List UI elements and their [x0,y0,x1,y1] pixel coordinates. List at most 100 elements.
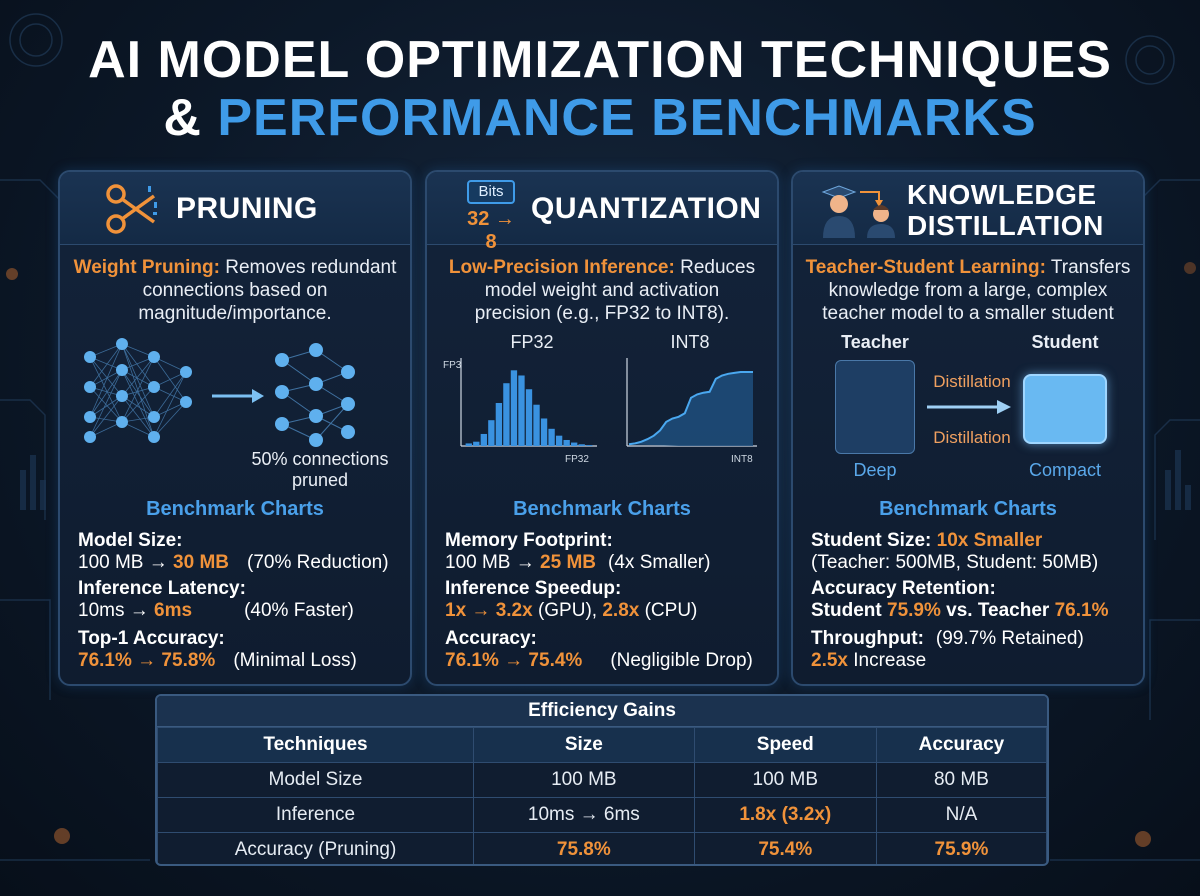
table-cell: 100 MB [473,762,695,798]
fp32-histogram-bar [563,439,570,446]
metric-label: Memory Footprint: [445,530,613,551]
table-row: Inference 10ms → 6ms 1.8x (3.2x) N/A [157,797,1047,833]
table-row: Model Size 100 MB 100 MB 80 MB [157,762,1047,798]
fp32-histogram-bar [480,433,487,446]
metric-value-after: 25 MB [540,552,597,573]
metric-note: (Negligible Drop) [610,650,753,671]
metric-teacher-label: vs. Teacher [940,600,1055,621]
dense-network-nodes [84,338,192,443]
metric-note: (40% Faster) [244,600,354,621]
distillation-arrow-label-bottom: Distillation [933,428,1011,447]
quantization-bench-title: Benchmark Charts [513,498,691,520]
pruning-bench-title: Benchmark Charts [146,498,324,520]
distillation-desc-highlight: Teacher-Student Learning: [805,257,1046,278]
fp32-histogram-bar [518,375,525,446]
main-title-line-2: & PERFORMANCE BENCHMARKS [0,88,1200,148]
fp32-histogram-bar [495,403,503,446]
fp32-histogram-chart: FP3 FP32 [443,358,597,465]
bits-conversion-label: 32 → 8 [467,208,515,253]
table-cell: 1.8x (3.2x) [693,797,877,833]
table-row: Accuracy (Pruning) 75.8% 75.4% 75.9% [157,832,1047,864]
int8-series-line [628,371,753,446]
fp32-histogram-bar [555,435,563,446]
fp32-histogram-bar [586,445,593,446]
metric-label: Student Size: [811,530,937,551]
metric-note: (Teacher: 500MB, Student: 50MB) [811,552,1099,573]
metric-value-gpu: 1x → 3.2x [445,600,533,621]
header-techniques: Techniques [157,727,474,763]
distillation-bench-title: Benchmark Charts [879,498,1057,520]
pruning-desc-line2: connections based on [142,280,328,301]
table-cell: Accuracy (Pruning) [157,832,474,864]
teacher-label: Teacher [841,332,909,352]
pruning-network-diagram [84,338,355,447]
fp32-histogram-bar [578,444,585,446]
title-ampersand: & [163,89,202,147]
metric-note-gpu: (GPU), [532,600,603,621]
distillation-metric-retention: Accuracy Retention: Student 75.9% vs. Te… [811,578,1108,622]
metric-label: Top-1 Accuracy: [78,628,225,649]
metric-note-cpu: (CPU) [639,600,698,621]
student-label: Student [1031,332,1099,352]
pruning-metric-latency: Inference Latency: 10ms → 6ms (40% Faster… [78,578,354,622]
table-caption: Efficiency Gains [157,696,1047,727]
metric-note: (4x Smaller) [608,552,711,573]
table-cell: 80 MB [875,762,1047,798]
main-title-line-1: AI MODEL OPTIMIZATION TECHNIQUES [88,31,1112,89]
distillation-metric-size: Student Size: 10x Smaller (Teacher: 500M… [811,530,1098,574]
metric-note: (70% Reduction) [247,552,389,573]
table-cell: 75.9% [875,832,1047,864]
quantization-metric-accuracy: Accuracy: 76.1% → 75.4% (Negligible Drop) [445,628,753,672]
metric-student-label: Student [811,600,887,621]
metric-note: (Minimal Loss) [233,650,357,671]
fp32-histogram-bar [540,418,548,446]
quantization-metric-speedup: Inference Speedup: 1x → 3.2x (GPU), 2.8x… [445,578,697,622]
header-accuracy: Accuracy [875,727,1047,763]
distillation-panel: KNOWLEDGE DISTILLATION Teacher-Student L… [791,170,1145,686]
compact-label: Compact [1028,460,1102,480]
title-accent: PERFORMANCE BENCHMARKS [217,89,1037,147]
fp32-x-label: FP32 [565,454,589,465]
pruning-figure-caption: 50% connections pruned [240,449,400,491]
metric-retained-note: (99.7% Retained) [935,628,1084,649]
distillation-desc-line3: teacher model to a smaller student [822,303,1114,324]
efficiency-gains-table: Efficiency Gains Techniques Size Speed A… [155,694,1049,866]
student-model-box [1023,374,1107,444]
table-cell: Model Size [157,762,474,798]
pruning-caption-line2: pruned [291,470,349,490]
table-cell: N/A [875,797,1047,833]
table-header-row: Techniques Size Speed Accuracy [157,727,1047,763]
pruning-panel: PRUNING Weight Pruning: Removes redundan… [58,170,412,686]
fp32-histogram-bar [525,389,533,446]
distillation-arrow-label-top: Distillation [933,372,1011,391]
quantization-desc-line3: precision (e.g., FP32 to INT8). [474,303,730,324]
metric-value-before: 100 MB → [78,552,174,573]
int8-chart-title: INT8 [670,332,710,352]
quantization-desc-line2: model weight and activation [484,280,720,301]
header-speed: Speed [693,727,877,763]
pruned-network-nodes [275,343,355,447]
metric-label: Inference Latency: [78,578,246,599]
table-cell: Inference [157,797,474,833]
fp32-histogram-bar [473,441,480,446]
scissors-icon [106,184,157,234]
quantization-desc-highlight: Low-Precision Inference: [448,257,675,278]
distillation-desc-rest: Transfers [1045,257,1131,278]
dense-network-edges [89,343,187,438]
quantization-title: QUANTIZATION [531,192,762,225]
fp32-y-label: FP3 [443,360,462,371]
arrow-right-icon [212,389,264,403]
fp32-chart-title: FP32 [510,332,554,352]
distillation-title-line1: KNOWLEDGE [907,179,1097,210]
int8-x-label: INT8 [731,454,753,465]
metric-value: 10x Smaller [936,530,1043,551]
fp32-histogram-bar [488,420,495,446]
quantization-panel: Bits 32 → 8 QUANTIZATION Low-Precision I… [425,170,779,686]
metric-student-value: 75.9% [887,600,941,621]
pruning-desc-line3: magnitude/importance. [138,303,332,324]
fp32-histogram-bar [533,404,540,446]
quantization-desc-rest: Reduces [674,257,756,278]
metric-value: 2.5x [811,650,848,671]
metric-value-before: 10ms → [78,600,155,621]
bits-badge: Bits [467,180,515,204]
